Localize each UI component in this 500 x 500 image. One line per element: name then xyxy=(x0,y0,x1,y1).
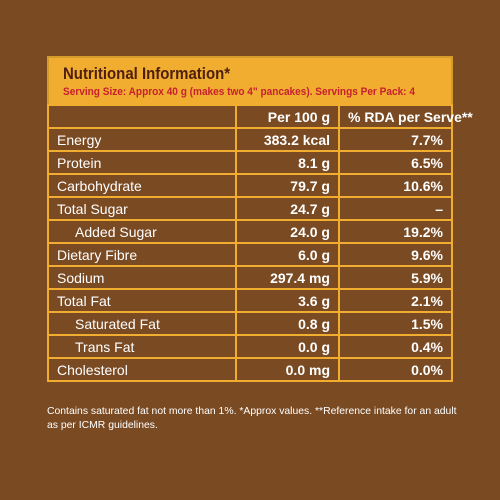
nutrient-name: Protein xyxy=(47,150,237,175)
nutrient-name: Dietary Fibre xyxy=(47,242,237,267)
rda-value: 1.5% xyxy=(338,311,453,336)
table-row: Added Sugar 24.0 g 19.2% xyxy=(47,219,453,244)
rda-value: 5.9% xyxy=(338,265,453,290)
per-100g-value: 24.0 g xyxy=(235,219,340,244)
header-nutrient xyxy=(47,104,237,129)
rda-value: 7.7% xyxy=(338,127,453,152)
per-100g-value: 6.0 g xyxy=(235,242,340,267)
table-row: Trans Fat 0.0 g 0.4% xyxy=(47,334,453,359)
per-100g-value: 3.6 g xyxy=(235,288,340,313)
per-100g-value: 0.0 mg xyxy=(235,357,340,382)
table-row: Energy 383.2 kcal 7.7% xyxy=(47,127,453,152)
rda-value: 0.4% xyxy=(338,334,453,359)
per-100g-value: 8.1 g xyxy=(235,150,340,175)
nutrient-name: Added Sugar xyxy=(47,219,237,244)
rda-value: 19.2% xyxy=(338,219,453,244)
nutrition-panel: Nutritional Information* Serving Size: A… xyxy=(47,56,473,382)
nutrient-name: Saturated Fat xyxy=(47,311,237,336)
rda-value: 9.6% xyxy=(338,242,453,267)
nutrition-table: Per 100 g % RDA per Serve** Energy 383.2 … xyxy=(47,104,473,382)
serving-size-text: Serving Size: Approx 40 g (makes two 4" … xyxy=(63,86,415,98)
nutrient-name: Carbohydrate xyxy=(47,173,237,198)
per-100g-value: 383.2 kcal xyxy=(235,127,340,152)
per-100g-value: 0.8 g xyxy=(235,311,340,336)
nutrition-header: Nutritional Information* Serving Size: A… xyxy=(47,56,453,104)
table-header-row: Per 100 g % RDA per Serve** xyxy=(47,104,473,129)
per-100g-value: 0.0 g xyxy=(235,334,340,359)
table-row: Total Fat 3.6 g 2.1% xyxy=(47,288,453,313)
rda-value: 2.1% xyxy=(338,288,453,313)
per-100g-value: 79.7 g xyxy=(235,173,340,198)
header-per-100g: Per 100 g xyxy=(235,104,340,129)
nutrition-title: Nutritional Information* xyxy=(63,64,231,83)
header-rda: % RDA per Serve** xyxy=(338,104,473,129)
per-100g-value: 24.7 g xyxy=(235,196,340,221)
table-row: Sodium 297.4 mg 5.9% xyxy=(47,265,453,290)
table-row: Carbohydrate 79.7 g 10.6% xyxy=(47,173,453,198)
rda-value: 10.6% xyxy=(338,173,453,198)
nutrient-name: Trans Fat xyxy=(47,334,237,359)
nutrient-name: Cholesterol xyxy=(47,357,237,382)
table-row: Total Sugar 24.7 g – xyxy=(47,196,453,221)
nutrient-name: Total Sugar xyxy=(47,196,237,221)
table-row: Cholesterol 0.0 mg 0.0% xyxy=(47,357,453,382)
nutrient-name: Energy xyxy=(47,127,237,152)
rda-value: 0.0% xyxy=(338,357,453,382)
table-row: Dietary Fibre 6.0 g 9.6% xyxy=(47,242,453,267)
table-row: Saturated Fat 0.8 g 1.5% xyxy=(47,311,453,336)
per-100g-value: 297.4 mg xyxy=(235,265,340,290)
nutrient-name: Total Fat xyxy=(47,288,237,313)
footnote: Contains saturated fat not more than 1%.… xyxy=(47,406,457,431)
rda-value: – xyxy=(338,196,453,221)
nutrient-name: Sodium xyxy=(47,265,237,290)
table-row: Protein 8.1 g 6.5% xyxy=(47,150,453,175)
rda-value: 6.5% xyxy=(338,150,453,175)
